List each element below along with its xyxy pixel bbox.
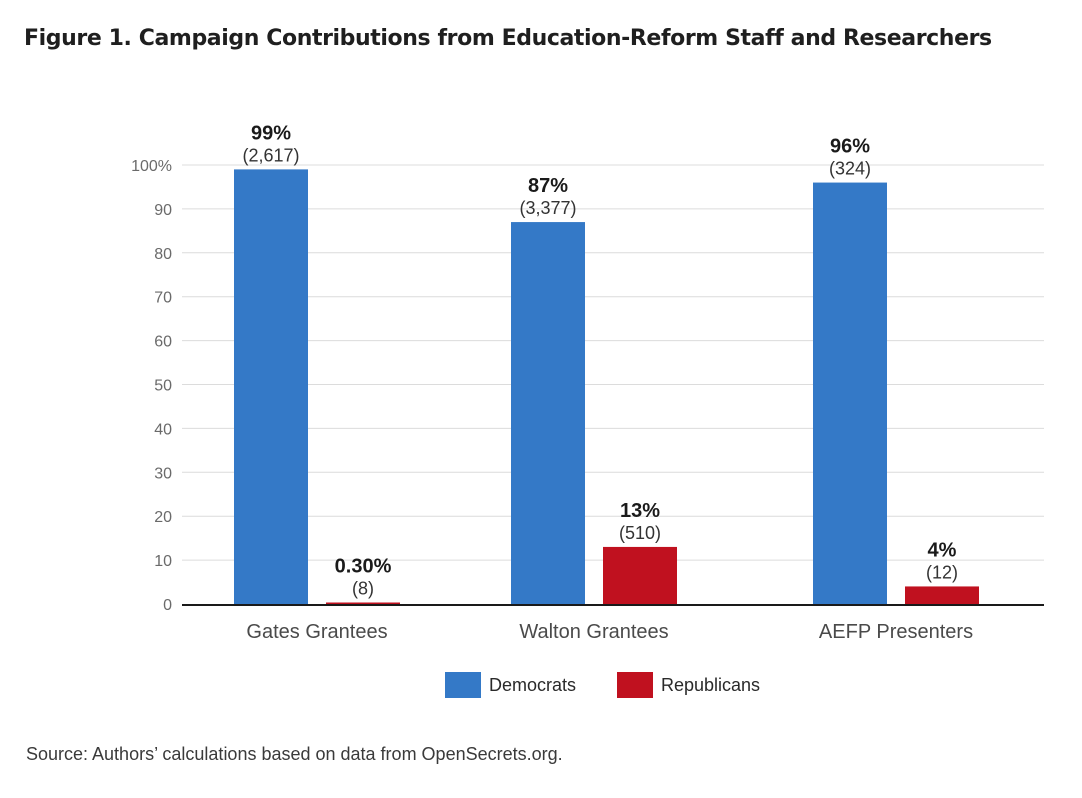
y-tick-label: 20 — [154, 509, 172, 526]
bar-republicans-0 — [326, 602, 400, 604]
data-label-pct-republicans-0: 0.30% — [335, 556, 392, 578]
legend-item-democrats: Democrats — [445, 672, 576, 698]
bar-democrats-1 — [511, 222, 585, 604]
data-label-count-democrats-1: (3,377) — [519, 198, 576, 218]
data-label-pct-democrats-0: 99% — [251, 122, 291, 144]
bar-democrats-0 — [234, 169, 308, 604]
y-tick-label: 10 — [154, 553, 172, 570]
chart-title: Figure 1. Campaign Contributions from Ed… — [24, 26, 992, 51]
x-tick-label: AEFP Presenters — [819, 621, 973, 643]
data-label-count-republicans-0: (8) — [352, 579, 374, 599]
y-axis-ticks: 0 10 20 30 40 50 60 70 80 90 100% — [131, 158, 172, 614]
y-tick-label: 90 — [154, 202, 172, 219]
bar-republicans-2 — [905, 586, 979, 604]
grid-lines — [182, 164, 1044, 561]
data-label-pct-republicans-2: 4% — [928, 539, 957, 561]
bar-democrats-2 — [813, 182, 887, 604]
y-tick-label: 0 — [163, 597, 172, 614]
bar-chart: 0 10 20 30 40 50 60 70 80 90 100% 99%(2,617) 87%(3,… — [131, 122, 1044, 643]
legend-item-republicans: Republicans — [617, 672, 760, 698]
data-label-pct-democrats-1: 87% — [528, 175, 568, 197]
x-tick-label: Walton Grantees — [519, 621, 668, 643]
y-tick-label: 50 — [154, 378, 172, 395]
data-label-pct-democrats-2: 96% — [830, 136, 870, 158]
y-tick-label: 70 — [154, 290, 172, 307]
x-tick-label: Gates Grantees — [246, 621, 387, 643]
data-label-pct-republicans-1: 13% — [620, 500, 660, 522]
y-tick-label: 80 — [154, 246, 172, 263]
legend-swatch-republicans — [617, 672, 653, 698]
legend-swatch-democrats — [445, 672, 481, 698]
y-tick-label: 60 — [154, 334, 172, 351]
bars: 99%(2,617)87%(3,377)96%(324)0.30%(8)13%(… — [234, 122, 979, 604]
data-label-count-democrats-2: (324) — [829, 159, 871, 179]
y-tick-label: 30 — [154, 465, 172, 482]
legend-label-republicans: Republicans — [661, 674, 761, 695]
legend-label-democrats: Democrats — [489, 674, 577, 695]
data-label-count-democrats-0: (2,617) — [242, 145, 299, 165]
chart-source: Source: Authors’ calculations based on d… — [26, 744, 563, 764]
data-label-count-republicans-2: (12) — [926, 562, 958, 582]
bar-republicans-1 — [603, 546, 677, 604]
data-label-count-republicans-1: (510) — [619, 523, 661, 543]
y-tick-label: 100% — [131, 158, 172, 175]
x-axis-ticks: Gates Grantees Walton Grantees AEFP Presen… — [246, 621, 973, 643]
y-tick-label: 40 — [154, 421, 172, 438]
